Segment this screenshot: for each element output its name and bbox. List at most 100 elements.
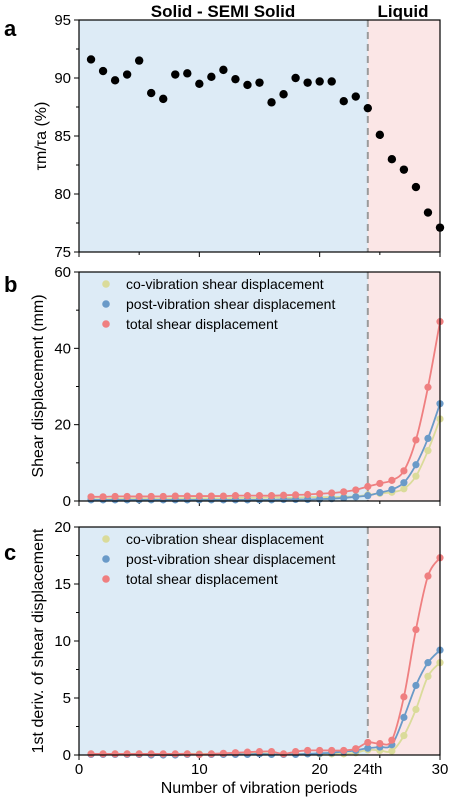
panel-c-data-point-total (111, 750, 119, 758)
panel-c-data-point-total (147, 750, 155, 758)
panel-c-data-point-co (412, 705, 420, 714)
panel-c-data-point-post (412, 681, 420, 690)
panel-c-ytick-label: 10 (54, 633, 71, 650)
panel-b-data-point-total (219, 492, 227, 500)
panel-c-data-point-total (376, 740, 384, 748)
panel-c-data-point-total (424, 572, 432, 580)
panel-c-data-point-post (364, 744, 372, 752)
panel-b-data-point-post (376, 489, 384, 497)
panel-b-data-point-total (292, 491, 300, 499)
panel-b-legend-label-total: total shear displacement (126, 316, 278, 332)
panel-c-data-point-co (388, 747, 396, 755)
panel-b-ytick-label: 60 (54, 264, 71, 281)
panel-a-solid-region (79, 20, 368, 252)
panel-c-ytick-label: 0 (63, 747, 71, 764)
panel-b-data-point-total (412, 436, 420, 444)
panel-a-chart: 75 80 85 90 95 (54, 12, 445, 261)
panel-c-ytick-label: 15 (54, 576, 71, 593)
panel-c-data-point-total (316, 746, 324, 755)
panel-b-data-point-total (111, 492, 119, 501)
panel-b-data-point-post (388, 485, 396, 494)
panel-b-data-point-co (400, 485, 408, 493)
panel-c-frame (78, 526, 441, 756)
panel-b-data-point-post (340, 494, 348, 502)
panel-b-data-point-total (279, 491, 288, 499)
panel-a-data-point (303, 78, 312, 87)
panel-a-data-point (183, 69, 192, 78)
panel-b-data-point-total (376, 479, 384, 488)
panel-b-data-point-total (231, 492, 240, 500)
panel-a-data-point (279, 90, 288, 99)
panel-b-data-point-total (123, 492, 131, 501)
panel-c-data-point-total (328, 746, 336, 755)
panel-a-data-point (86, 55, 96, 64)
panel-c-data-point-total (364, 738, 372, 747)
panel-a-ytick-label: 75 (54, 244, 71, 261)
panel-b-data-point-post (352, 493, 360, 501)
panel-c-xtick-label: 20 (311, 761, 328, 778)
panel-a-letter: a (4, 16, 17, 41)
panel-c-data-point-total (255, 747, 264, 756)
panel-b-data-point-total (364, 482, 372, 491)
panel-b-data-point-total (243, 492, 252, 500)
panel-b-data-point-total (328, 489, 336, 497)
panel-b-data-point-co (412, 472, 420, 480)
panel-c-data-point-total (99, 750, 107, 758)
panel-c-solid-region (79, 527, 368, 755)
panel-b-data-point-total (159, 492, 167, 501)
panel-b-data-point-total (99, 493, 107, 501)
panel-c-data-point-co (424, 672, 432, 680)
panel-c-data-point-total (267, 747, 276, 756)
panel-a-data-point (255, 78, 264, 87)
panel-b-legend-label-post: post-vibration shear displacement (126, 296, 335, 312)
panel-a-data-point (159, 94, 168, 104)
panel-a-data-point (195, 79, 204, 89)
panel-b-data-point-total (87, 493, 95, 501)
panel-a-data-point (339, 97, 348, 106)
panel-b-data-point-total (267, 492, 276, 500)
panel-b-data-point-total (255, 492, 264, 500)
panel-c-xtick-label: 0 (75, 761, 83, 778)
panel-a-data-point (219, 65, 228, 75)
panel-a-data-point (171, 70, 180, 79)
panel-a-data-point (387, 155, 397, 164)
panel-a-ylabel: τm/τa (%) (33, 102, 50, 171)
panel-b-chart: 0 20 40 60 co-vibration shear displacement po… (54, 264, 444, 510)
panel-b-data-point-total (316, 490, 324, 498)
panel-c-data-point-total (135, 750, 143, 758)
panel-b-ytick-label: 0 (63, 493, 71, 510)
panel-c-data-point-total (243, 748, 252, 756)
panel-a-data-point (243, 80, 252, 90)
panel-b-data-point-post (424, 434, 432, 443)
panel-b-data-point-total (147, 492, 155, 501)
panel-c-ylabel: 1st deriv. of shear displacement (30, 528, 47, 753)
panel-a-frame (78, 19, 441, 253)
panel-c-xtick-label: 10 (191, 761, 208, 778)
panel-a-data-point (327, 77, 336, 86)
panel-b-data-point-total (400, 467, 408, 475)
panel-c-data-point-post (400, 713, 408, 721)
panel-b-legend-marker-total (102, 320, 110, 328)
panel-a-ytick-label: 80 (54, 186, 71, 203)
panel-c-data-point-total (279, 750, 288, 758)
panel-b-data-point-total (171, 492, 179, 500)
panel-c-legend-marker-total (102, 575, 110, 583)
panel-a-data-point (267, 98, 276, 107)
panel-c-ytick-label: 5 (63, 690, 71, 707)
panel-a-data-point (315, 77, 324, 86)
panel-b-data-point-total (304, 490, 312, 499)
panel-b-data-point-total (135, 492, 143, 501)
panel-c-data-point-total (304, 746, 312, 755)
panel-c-ytick-label: 20 (54, 519, 71, 536)
panel-b-legend-marker-post (102, 300, 110, 308)
panel-c-data-point-total (159, 750, 167, 758)
panel-c-letter: c (4, 540, 16, 565)
panel-a-data-point (423, 208, 433, 217)
panel-b-data-point-co (424, 447, 432, 455)
panel-a-data-point (122, 70, 132, 79)
panel-b-data-point-total (424, 383, 432, 391)
panel-b-data-point-total (352, 486, 360, 494)
x-axis-label: Number of vibration periods (161, 780, 358, 797)
panel-a-ytick-label: 85 (54, 128, 71, 145)
panel-b-ytick-label: 40 (54, 340, 71, 357)
